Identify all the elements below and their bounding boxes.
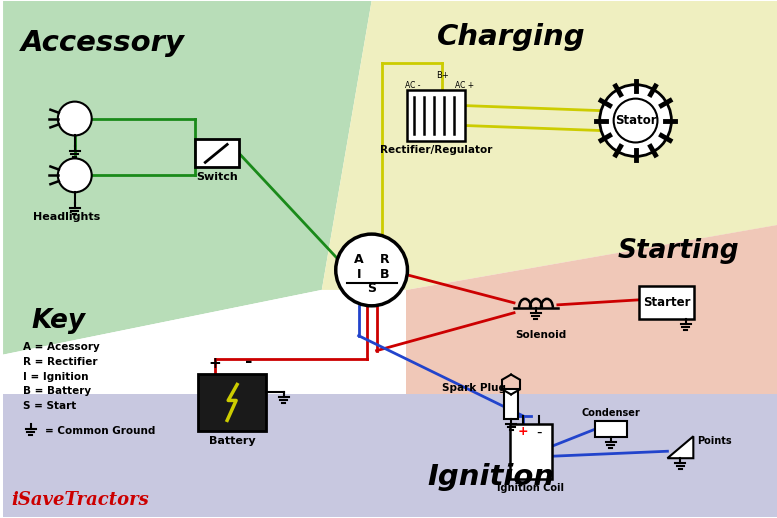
Text: B = Battery: B = Battery [23, 386, 91, 396]
Text: Battery: Battery [209, 436, 256, 447]
Text: +: + [209, 355, 221, 370]
Circle shape [614, 98, 657, 142]
Polygon shape [322, 1, 777, 290]
FancyBboxPatch shape [510, 424, 552, 479]
Text: Key: Key [31, 308, 85, 334]
Text: -: - [536, 424, 542, 439]
Polygon shape [406, 225, 777, 395]
Text: iSaveTractors: iSaveTractors [11, 491, 148, 509]
Polygon shape [3, 290, 406, 395]
Polygon shape [3, 395, 777, 517]
Text: A = Acessory: A = Acessory [23, 342, 99, 352]
Circle shape [600, 84, 671, 156]
Circle shape [336, 234, 407, 306]
Polygon shape [667, 436, 693, 458]
Text: = Common Ground: = Common Ground [45, 426, 155, 436]
Circle shape [57, 102, 92, 136]
Text: R: R [380, 253, 389, 266]
Text: Solenoid: Solenoid [515, 330, 566, 340]
FancyBboxPatch shape [198, 373, 266, 431]
Text: S = Start: S = Start [23, 401, 76, 411]
Text: Points: Points [697, 436, 732, 447]
FancyBboxPatch shape [407, 90, 465, 141]
Text: Stator: Stator [615, 114, 657, 127]
Polygon shape [3, 1, 371, 355]
Text: -: - [246, 353, 253, 370]
Circle shape [57, 159, 92, 192]
Text: Starter: Starter [643, 296, 690, 309]
Text: Accessory: Accessory [21, 29, 185, 57]
Text: R = Rectifier: R = Rectifier [23, 356, 97, 367]
Text: Headlights: Headlights [33, 212, 100, 222]
Text: Starting: Starting [618, 238, 739, 264]
Text: AC +: AC + [455, 81, 475, 90]
FancyBboxPatch shape [195, 139, 239, 167]
Text: B: B [380, 268, 389, 281]
Text: I = Ignition: I = Ignition [23, 371, 89, 382]
Text: I: I [357, 268, 361, 281]
Text: Switch: Switch [197, 172, 238, 182]
Text: Charging: Charging [437, 23, 585, 51]
FancyBboxPatch shape [504, 390, 518, 420]
Text: Condenser: Condenser [581, 408, 640, 419]
Text: Ignition Coil: Ignition Coil [497, 483, 564, 493]
Text: +: + [517, 425, 528, 438]
Text: S: S [367, 282, 376, 295]
Text: AC -: AC - [406, 81, 421, 90]
FancyBboxPatch shape [639, 286, 694, 319]
Text: B+: B+ [436, 71, 448, 80]
Text: Spark Plug: Spark Plug [442, 382, 506, 393]
FancyBboxPatch shape [594, 421, 626, 437]
Text: Ignition: Ignition [427, 463, 555, 491]
Text: Rectifier/Regulator: Rectifier/Regulator [380, 146, 493, 155]
Text: A: A [354, 253, 364, 266]
